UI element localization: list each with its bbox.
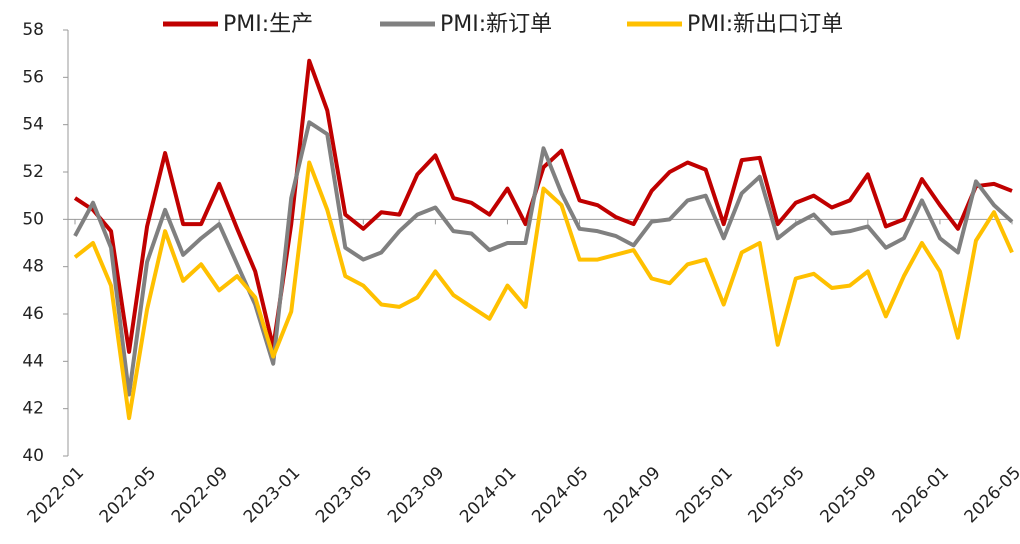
series-line — [73, 160, 1014, 421]
x-tick-label: 2022-05 — [96, 463, 160, 527]
x-tick-label: 2023-01 — [240, 463, 304, 527]
x-tick-label: 2025-01 — [672, 463, 736, 527]
y-tick-label: 58 — [22, 20, 44, 40]
x-tick-label: 2026-05 — [961, 463, 1020, 527]
x-tick-label: 2022-01 — [24, 463, 88, 527]
x-tick-label: 2025-09 — [817, 463, 881, 527]
series-line — [73, 58, 1013, 354]
x-tick-label: 2026-01 — [889, 463, 953, 527]
y-tick-label: 46 — [22, 304, 44, 324]
x-tick-label: 2023-05 — [312, 463, 376, 527]
x-tick-label: 2024-01 — [456, 463, 520, 527]
y-tick-label: 56 — [22, 67, 44, 87]
y-tick-label: 40 — [22, 446, 44, 466]
y-tick-label: 48 — [22, 257, 44, 277]
legend-label: PMI:新出口订单 — [687, 12, 843, 37]
series-line — [73, 120, 1014, 397]
legend-label: PMI:生产 — [223, 12, 313, 37]
y-tick-label: 44 — [22, 351, 44, 371]
x-tick-label: 2024-05 — [528, 463, 592, 527]
x-tick-label: 2023-09 — [384, 463, 448, 527]
x-tick-label: 2025-05 — [744, 463, 808, 527]
y-tick-label: 54 — [22, 115, 44, 135]
y-tick-label: 42 — [22, 399, 44, 419]
legend-label: PMI:新订单 — [440, 12, 552, 37]
y-tick-label: 50 — [22, 209, 44, 229]
x-tick-label: 2024-09 — [600, 463, 664, 527]
y-tick-label: 52 — [22, 162, 44, 182]
x-tick-label: 2022-09 — [168, 463, 232, 527]
